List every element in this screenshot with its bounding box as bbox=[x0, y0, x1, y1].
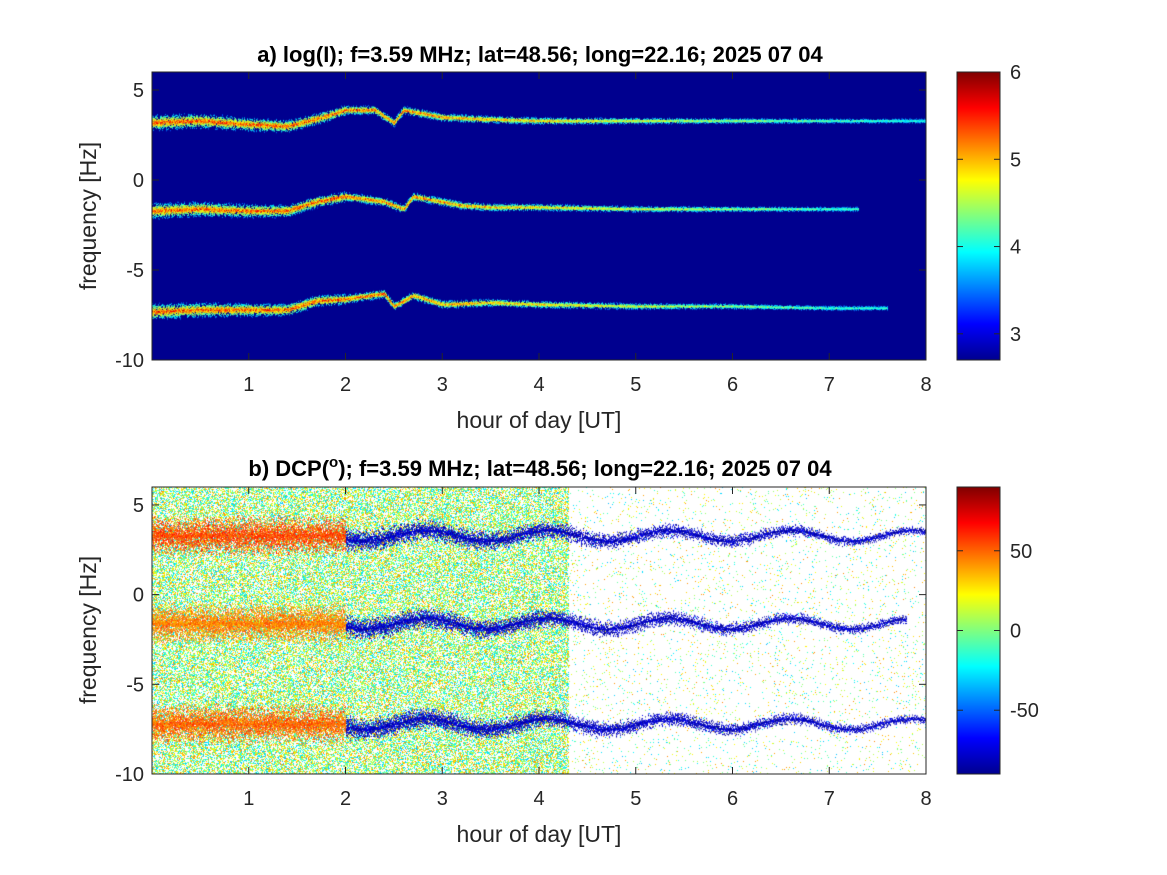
panel-b-colorbar-tick-label: 50 bbox=[1010, 541, 1032, 563]
panel-b-colorbar-ticks: -50 0 50 bbox=[957, 541, 1039, 722]
panel-b: b) DCP(o); f=3.59 MHz; lat=48.56; long=2… bbox=[75, 454, 1039, 847]
panel-b-xtick-label: 3 bbox=[437, 788, 448, 810]
panel-b-xtick-label: 6 bbox=[727, 788, 738, 810]
panel-a-title: a) log(I); f=3.59 MHz; lat=48.56; long=2… bbox=[257, 42, 823, 67]
panel-a-xtick-label: 1 bbox=[243, 374, 254, 396]
panel-a-xtick-label: 3 bbox=[437, 374, 448, 396]
panel-a-xtick-label: 7 bbox=[824, 374, 835, 396]
panel-a-colorbar-tick-label: 3 bbox=[1010, 324, 1021, 346]
panel-b-xtick-label: 1 bbox=[243, 788, 254, 810]
panel-a-ytick-label: 5 bbox=[133, 80, 144, 102]
panel-b-xtick-label: 7 bbox=[824, 788, 835, 810]
panel-a-ytick-label: -5 bbox=[126, 260, 144, 282]
panel-b-title-prefix: b) DCP( bbox=[248, 456, 329, 481]
panel-a-xtick-label: 4 bbox=[533, 374, 544, 396]
panel-b-title-sup: o bbox=[329, 454, 338, 471]
panel-a-colorbar-ticks: 3 4 5 6 bbox=[957, 62, 1021, 346]
panel-b-ytick-label: -5 bbox=[126, 674, 144, 696]
panel-a-ytick-label: -10 bbox=[115, 350, 144, 372]
panel-a-xtick-label: 8 bbox=[920, 374, 931, 396]
panel-a: a) log(I); f=3.59 MHz; lat=48.56; long=2… bbox=[75, 42, 1021, 433]
panel-b-ylabel: frequency [Hz] bbox=[75, 556, 101, 704]
panel-b-xtick-label: 5 bbox=[630, 788, 641, 810]
panel-b-colorbar-tick-label: -50 bbox=[1010, 700, 1039, 722]
panel-a-colorbar bbox=[956, 71, 1001, 361]
panel-a-ylabel: frequency [Hz] bbox=[75, 142, 101, 290]
panel-b-colorbar-tick-label: 0 bbox=[1010, 621, 1021, 643]
panel-b-xlabel: hour of day [UT] bbox=[457, 821, 622, 847]
panel-a-xlabel: hour of day [UT] bbox=[457, 407, 622, 433]
panel-b-ytick-label: 5 bbox=[133, 495, 144, 517]
panel-a-colorbar-tick-label: 6 bbox=[1010, 62, 1021, 84]
panel-a-heatmap bbox=[152, 72, 926, 360]
panel-a-ytick-label: 0 bbox=[133, 170, 144, 192]
panel-a-xtick-label: 5 bbox=[630, 374, 641, 396]
panel-a-colorbar-tick-label: 4 bbox=[1010, 237, 1021, 259]
panel-b-colorbar bbox=[956, 486, 1001, 775]
panel-b-title: b) DCP(o); f=3.59 MHz; lat=48.56; long=2… bbox=[248, 454, 832, 481]
panel-b-xtick-label: 4 bbox=[533, 788, 544, 810]
panel-b-xtick-label: 8 bbox=[920, 788, 931, 810]
panel-a-axes: 1 2 3 4 5 6 7 8 -10 -5 0 5 bbox=[115, 72, 932, 396]
panel-b-xtick-label: 2 bbox=[340, 788, 351, 810]
panel-b-ytick-label: -10 bbox=[115, 764, 144, 786]
panel-b-axes: 1 2 3 4 5 6 7 8 -10 -5 0 5 bbox=[115, 487, 932, 810]
panel-b-heatmap bbox=[152, 487, 926, 774]
panel-b-ytick-label: 0 bbox=[133, 585, 144, 607]
panel-b-title-suffix: ); f=3.59 MHz; lat=48.56; long=22.16; 20… bbox=[338, 456, 832, 481]
panel-a-xtick-label: 2 bbox=[340, 374, 351, 396]
panel-a-xtick-label: 6 bbox=[727, 374, 738, 396]
panel-a-colorbar-tick-label: 5 bbox=[1010, 149, 1021, 171]
